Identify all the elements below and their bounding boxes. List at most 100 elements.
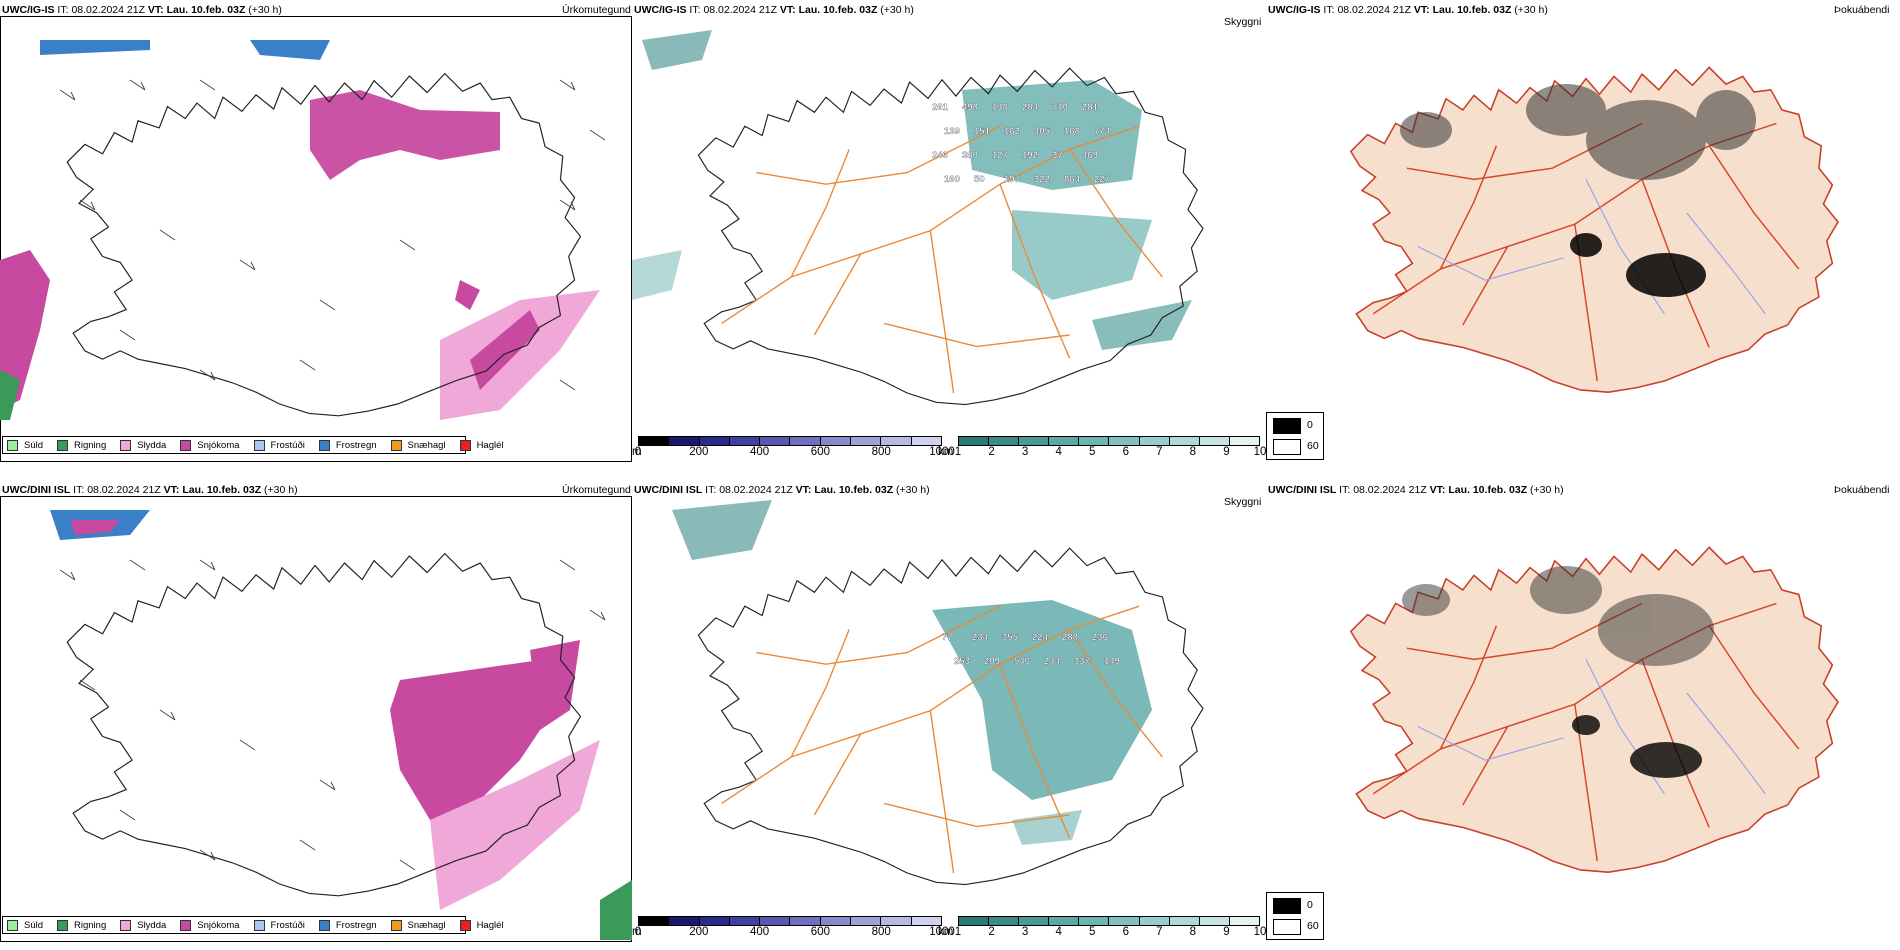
colorbar-cell — [989, 437, 1020, 445]
colorbar-cell — [881, 437, 912, 445]
colorbar-tick-label: 0 — [634, 446, 642, 458]
row2-panel1-field-name: Úrkomutegund — [562, 484, 631, 496]
colorbar-cell — [959, 437, 990, 445]
cloud-base-label: 162 — [1004, 126, 1020, 137]
row2-panel3-field-name: Þokuábendi — [1834, 484, 1890, 496]
cloud-base-label: 864 — [1064, 174, 1081, 185]
cloud-base-label: 236 — [1092, 632, 1108, 643]
visibility-colorbar-cells — [958, 916, 1260, 926]
cloud-base-label: 337 — [1074, 656, 1090, 667]
legend-item-freezing-drizzle: Frostúði — [253, 919, 305, 931]
cloud-base-label: 253 — [954, 656, 970, 667]
colorbar-cell — [1199, 917, 1230, 925]
legend-item-hail: Haglél — [459, 919, 504, 931]
visibility-unit: km — [938, 446, 954, 458]
visibility-ticks: 1 2 3 4 5 6 7 8 9 10 — [954, 926, 1266, 940]
colorbar-tick-label: 600 — [810, 446, 830, 458]
cloud-base-label: 246 — [932, 150, 948, 161]
row1-panel2-title: UWC/IG-IS IT: 08.02.2024 21Z VT: Lau. 10… — [634, 4, 914, 16]
cloud-base-label: 168 — [1064, 126, 1080, 137]
colorbar-cell — [820, 437, 852, 445]
colorbar-tick-label: 8 — [1189, 446, 1197, 458]
visibility-unit: km — [938, 926, 954, 938]
colorbar-tick-label: 10 — [1253, 446, 1266, 458]
row1-panel-precip-type: UWC/IG-IS IT: 08.02.2024 21Z VT: Lau. 10… — [0, 0, 632, 470]
cloud-base-label: 355 — [1002, 632, 1019, 643]
legend-item-snow: Snjókoma — [180, 439, 240, 451]
colorbar-tick-label: 3 — [1021, 446, 1029, 458]
colorbar-tick-label: 7 — [1156, 926, 1163, 938]
cloud-base-label: 148 — [992, 102, 1008, 113]
colorbar-cell — [851, 437, 882, 445]
colorbar-tick-label: 10 — [1253, 926, 1266, 938]
cloud-base-label: 160 — [944, 174, 960, 185]
visibility-map: 261 498 148 284 710 281 139 151 162 405 168 774 246 3… — [632, 30, 1204, 406]
colorbar-cell — [1019, 437, 1050, 445]
legend-item-freezing-rain: Frostregn — [318, 439, 377, 451]
colorbar-tick-label: 1 — [954, 926, 962, 938]
colorbar-tick-label: 200 — [689, 926, 709, 938]
row2-panel2-field-name: Skyggni — [1224, 496, 1262, 508]
cloud-base-label: 774 — [1094, 126, 1111, 137]
legend-item-sudd: Súld — [7, 439, 43, 451]
colorbar-cell — [699, 917, 730, 925]
legend-item-snow-pellets: Snæhagl — [390, 919, 446, 931]
row1-panel1-title: UWC/IG-IS IT: 08.02.2024 21Z VT: Lau. 10… — [2, 4, 282, 16]
colorbar-tick-label: 6 — [1122, 446, 1129, 458]
precip-type-legend: Súld Rigning Slydda Snjókoma Frostúði Fr… — [2, 436, 504, 454]
legend-item-sleet: Slydda — [120, 439, 166, 451]
colorbar-cell — [1079, 437, 1110, 445]
legend-item-snow-pellets: Snæhagl — [390, 439, 446, 451]
colorbar-cell — [699, 437, 730, 445]
colorbar-cell — [1229, 917, 1259, 925]
model-name: UWC/IG-IS — [2, 4, 55, 16]
cloud-base-label: 224 — [1032, 632, 1049, 643]
colorbar-tick-label: 0 — [634, 926, 642, 938]
colorbar-tick-label: 1000 — [929, 926, 955, 938]
colorbar-tick-label: 3 — [1021, 926, 1029, 938]
colorbar-tick-label: 1 — [954, 446, 962, 458]
colorbar-cell — [729, 917, 761, 925]
colorbar-tick-label: 400 — [750, 446, 770, 458]
colorbar-cell — [639, 437, 670, 445]
colorbar-cell — [1019, 917, 1050, 925]
colorbar-cell — [881, 917, 912, 925]
cloud-base-label: 281 — [1082, 102, 1099, 113]
colorbar-tick-label: 400 — [750, 926, 770, 938]
fog-legend-swatch-0 — [1273, 418, 1301, 434]
cloud-base-label: 127 — [992, 150, 1008, 161]
cloud-base-label: 380 — [962, 150, 978, 161]
cloud-base-label: 192 — [1022, 150, 1038, 161]
cloud-base-label: 77 — [942, 632, 953, 643]
precip-type-legend: Súld Rigning Slydda Snjókoma Frostúði Fr… — [2, 916, 504, 934]
colorbar-tick-label: 4 — [1055, 446, 1062, 458]
colorbar-tick-label: 800 — [871, 926, 891, 938]
cloud-base-ticks: 0 200 400 600 800 1000 — [634, 926, 955, 940]
row1-panel3-field-name: Þokuábendi — [1834, 4, 1890, 16]
colorbar-cell — [790, 917, 821, 925]
colorbar-tick-label: 5 — [1089, 446, 1096, 458]
cloud-base-label: 284 — [1022, 102, 1039, 113]
colorbar-tick-label: 1000 — [929, 446, 955, 458]
fog-index-map — [1350, 546, 1839, 873]
cloud-base-colorbar: 0 200 400 600 800 1000 m — [632, 436, 955, 458]
cloud-base-unit: m — [632, 446, 642, 458]
fog-legend: 0 60 — [1266, 892, 1324, 940]
colorbar-tick-label: 9 — [1223, 926, 1230, 938]
colorbar-tick-label: 2 — [988, 446, 995, 458]
fog-legend-swatch-0 — [1273, 898, 1301, 914]
visibility-map: 77 234 355 224 288 236 253 209 546 244 337 149 — [672, 500, 1204, 886]
colorbar-tick-label: 200 — [689, 446, 709, 458]
colorbar-cell — [729, 437, 761, 445]
colorbar-cell — [1139, 917, 1170, 925]
colorbar-cell — [1199, 437, 1230, 445]
cloud-base-label: 234 — [972, 632, 989, 643]
colorbar-cell — [1049, 437, 1080, 445]
legend-item-sudd: Súld — [7, 919, 43, 931]
precip-type-map — [0, 17, 631, 461]
colorbar-tick-label: 5 — [1089, 926, 1096, 938]
colorbar-cell — [1109, 917, 1140, 925]
cloud-base-label: 498 — [962, 102, 978, 113]
cloud-base-unit: m — [632, 926, 642, 938]
colorbar-cell — [1169, 917, 1200, 925]
